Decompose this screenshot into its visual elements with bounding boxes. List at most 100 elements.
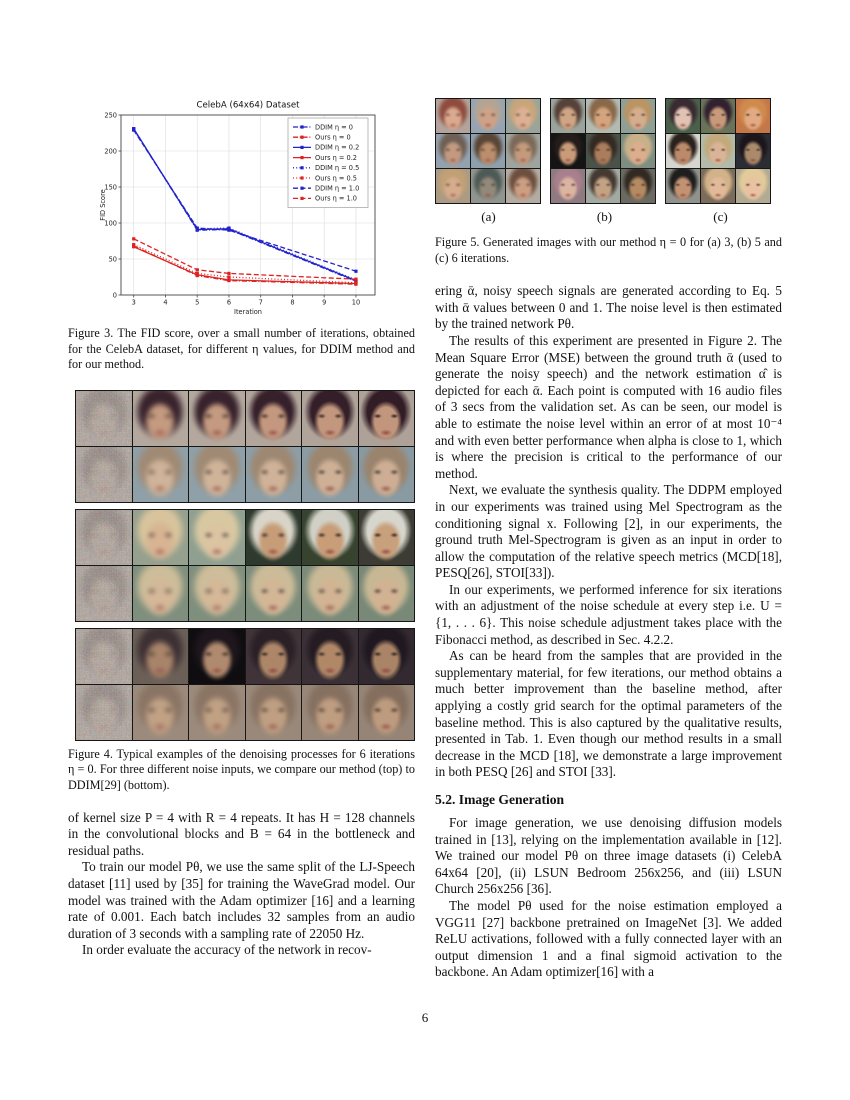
face-image <box>586 169 620 203</box>
face-image <box>302 390 358 446</box>
svg-text:50: 50 <box>109 255 117 263</box>
svg-text:9: 9 <box>322 299 326 307</box>
left-column: 3 4 5 6 7 8 9 10 0 50 100 150 200 250 DDIM η = 0 Ours η… <box>68 98 415 959</box>
noise-input-image <box>76 684 132 740</box>
face-image <box>302 684 358 740</box>
section-heading: 5.2. Image Generation <box>435 792 565 807</box>
face-image <box>189 684 245 740</box>
subfigure-labels: (a) (b) (c) <box>435 209 782 225</box>
face-image <box>245 509 301 565</box>
face-image <box>506 169 540 203</box>
svg-text:200: 200 <box>104 147 117 155</box>
face-image <box>132 565 188 621</box>
face-image <box>436 99 470 133</box>
paragraph: of kernel size P = 4 with R = 4 repeats.… <box>68 809 415 858</box>
face-image <box>189 509 245 565</box>
face-image <box>621 169 655 203</box>
figure-4-caption: Figure 4. Typical examples of the denois… <box>68 746 415 792</box>
face-image <box>551 99 585 133</box>
face-image <box>358 509 414 565</box>
face-image <box>245 390 301 446</box>
subfigure-label: (c) <box>713 209 728 224</box>
figure-3-caption: Figure 3. The FID score, over a small nu… <box>68 326 415 372</box>
face-image <box>551 134 585 168</box>
svg-text:CelebA (64x64) Dataset: CelebA (64x64) Dataset <box>196 101 300 111</box>
face-image <box>358 390 414 446</box>
face-image <box>436 134 470 168</box>
face-image <box>245 684 301 740</box>
svg-text:8: 8 <box>290 299 294 307</box>
generated-block-b <box>550 98 656 204</box>
svg-text:Ours η = 1.0: Ours η = 1.0 <box>315 195 357 203</box>
face-image <box>302 446 358 502</box>
svg-text:7: 7 <box>259 299 263 307</box>
svg-text:DDIM η = 0: DDIM η = 0 <box>315 123 353 131</box>
paragraph: Next, we evaluate the synthesis quality.… <box>435 482 782 581</box>
face-image <box>358 628 414 684</box>
face-image <box>471 99 505 133</box>
paragraph: As can be heard from the samples that ar… <box>435 648 782 780</box>
paragraph: In our experiments, we performed inferen… <box>435 581 782 647</box>
face-image <box>471 134 505 168</box>
face-image <box>132 446 188 502</box>
face-image <box>358 565 414 621</box>
paragraph: The results of this experiment are prese… <box>435 332 782 481</box>
noise-input-image <box>76 509 132 565</box>
noise-input-image <box>76 390 132 446</box>
face-image <box>358 446 414 502</box>
face-image <box>666 169 700 203</box>
face-image <box>132 684 188 740</box>
face-image <box>189 628 245 684</box>
face-image <box>436 169 470 203</box>
svg-text:DDIM η = 1.0: DDIM η = 1.0 <box>315 185 359 193</box>
face-image <box>245 446 301 502</box>
face-image <box>666 134 700 168</box>
svg-text:Iteration: Iteration <box>234 308 262 316</box>
paragraph: For image generation, we use denoising d… <box>435 815 782 897</box>
figure-5-caption: Figure 5. Generated images with our meth… <box>435 235 782 265</box>
svg-text:FID Score: FID Score <box>99 189 107 220</box>
svg-text:Ours η = 0.2: Ours η = 0.2 <box>315 154 357 162</box>
svg-text:6: 6 <box>227 299 231 307</box>
generated-block-c <box>665 98 771 204</box>
face-image <box>701 99 735 133</box>
face-image <box>302 565 358 621</box>
face-image <box>189 446 245 502</box>
face-image <box>245 565 301 621</box>
face-image <box>736 169 770 203</box>
face-image <box>132 628 188 684</box>
page-number: 6 <box>421 1010 429 1025</box>
noise-input-image <box>76 446 132 502</box>
face-image <box>736 134 770 168</box>
face-image <box>621 99 655 133</box>
face-image <box>586 134 620 168</box>
right-column-text: ering ᾱ, noisy speech signals are genera… <box>435 283 782 981</box>
generated-block-a <box>435 98 541 204</box>
svg-text:10: 10 <box>352 299 360 307</box>
subfigure-label: (a) <box>481 209 496 224</box>
svg-text:Ours η = 0: Ours η = 0 <box>315 134 351 142</box>
face-image <box>132 390 188 446</box>
paragraph: To train our model Pθ, we use the same s… <box>68 859 415 941</box>
face-image <box>358 684 414 740</box>
face-image <box>302 628 358 684</box>
paragraph: The model Pθ used for the noise estimati… <box>435 897 782 980</box>
face-image <box>471 169 505 203</box>
svg-text:DDIM η = 0.5: DDIM η = 0.5 <box>315 164 359 172</box>
face-image <box>621 134 655 168</box>
face-image <box>132 509 188 565</box>
denoising-process-grid <box>75 389 415 741</box>
face-image <box>666 99 700 133</box>
face-image <box>245 628 301 684</box>
denoising-group <box>75 389 415 503</box>
figure-4: Figure 4. Typical examples of the denois… <box>68 389 415 794</box>
subfigure-label: (b) <box>596 209 613 224</box>
generated-images-grid <box>435 98 782 204</box>
svg-text:250: 250 <box>104 111 117 119</box>
denoising-group <box>75 508 415 622</box>
svg-text:0: 0 <box>113 291 117 299</box>
face-image <box>189 390 245 446</box>
paragraph: ering ᾱ, noisy speech signals are genera… <box>435 283 782 332</box>
face-image <box>506 99 540 133</box>
